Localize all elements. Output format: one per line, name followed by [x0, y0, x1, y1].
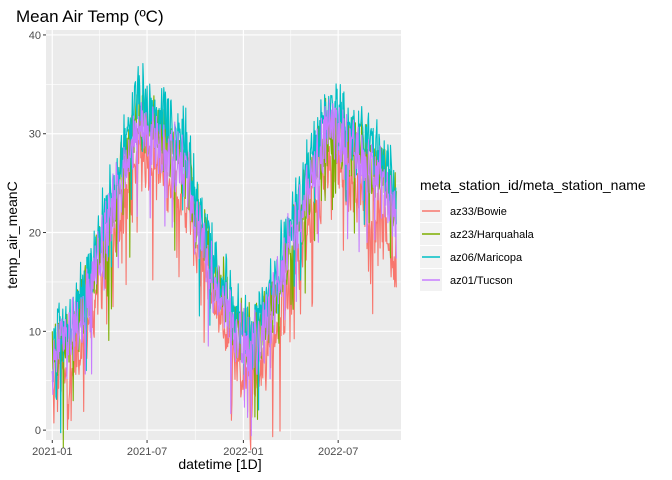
x-axis-title: datetime [1D] — [178, 456, 261, 472]
x-tick-label: 2022-01 — [223, 446, 263, 458]
legend-label: az06/Maricopa — [450, 252, 523, 264]
chart-title: Mean Air Temp (ºC) — [16, 7, 164, 26]
y-tick-label: 40 — [29, 30, 41, 42]
legend: meta_station_id/meta_station_name az33/B… — [420, 177, 646, 291]
y-tick-label: 30 — [29, 129, 41, 141]
panel-background — [46, 30, 401, 440]
legend-label: az01/Tucson — [450, 275, 513, 287]
legend-label: az23/Harquahala — [450, 229, 535, 241]
y-tick-label: 20 — [29, 228, 41, 240]
x-tick-label: 2021-01 — [32, 446, 72, 458]
plot-panel — [46, 30, 401, 451]
y-tick-label: 10 — [29, 326, 41, 338]
legend-title: meta_station_id/meta_station_name — [420, 177, 646, 193]
legend-items: az33/Bowie az23/Harquahala az06/Maricopa az… — [420, 200, 535, 291]
y-axis-title: temp_air_meanC — [4, 181, 20, 288]
x-tick-label: 2022-07 — [318, 446, 358, 458]
legend-label: az33/Bowie — [450, 206, 507, 218]
series-line — [51, 98, 397, 437]
x-tick-label: 2021-07 — [127, 446, 167, 458]
series-lines — [51, 62, 397, 451]
y-tick-label: 0 — [35, 425, 41, 437]
x-axis-ticks: 2021-01 2021-07 2022-01 2022-07 — [32, 440, 358, 458]
y-axis-ticks: 0 10 20 30 40 — [29, 30, 46, 437]
